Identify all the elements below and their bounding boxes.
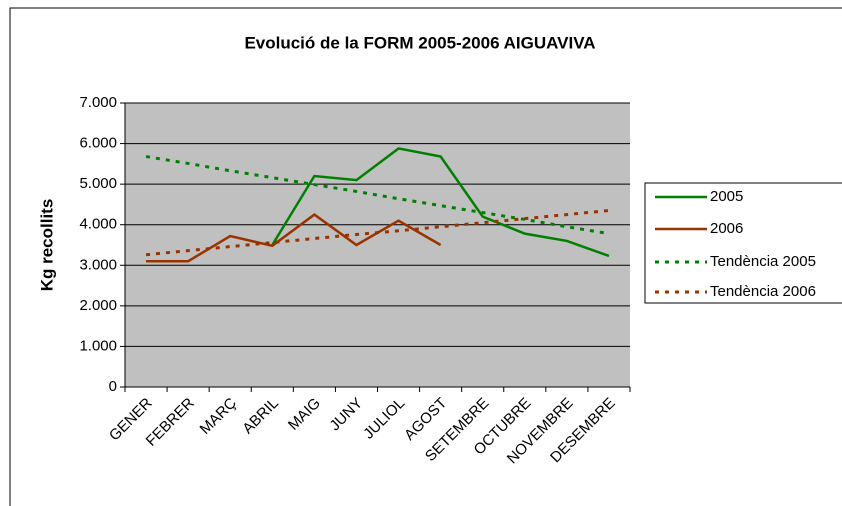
legend-box: [644, 182, 842, 304]
legend-label: Tendència 2006: [710, 283, 816, 300]
line-series: [146, 213, 442, 263]
legend-label: 2006: [710, 220, 743, 237]
line-series: [145, 209, 610, 257]
line-series: [145, 155, 610, 236]
y-tick-label: 5.000: [79, 175, 117, 192]
line-series: [271, 147, 610, 258]
y-axis-label: Kg recollits: [37, 199, 56, 292]
y-tick-label: 7.000: [79, 94, 117, 111]
chart-title: Evolució de la FORM 2005-2006 AIGUAVIVA: [244, 33, 595, 52]
legend-label: 2005: [710, 188, 743, 205]
plot-area: [125, 103, 630, 387]
y-tick-label: 4.000: [79, 216, 117, 233]
y-tick-label: 6.000: [79, 135, 117, 152]
y-tick-label: 2.000: [79, 297, 117, 314]
y-tick-label: 1.000: [79, 337, 117, 354]
y-tick-label: 3.000: [79, 256, 117, 273]
legend-label: Tendència 2005: [710, 253, 816, 270]
y-tick-label: 0: [109, 378, 117, 395]
